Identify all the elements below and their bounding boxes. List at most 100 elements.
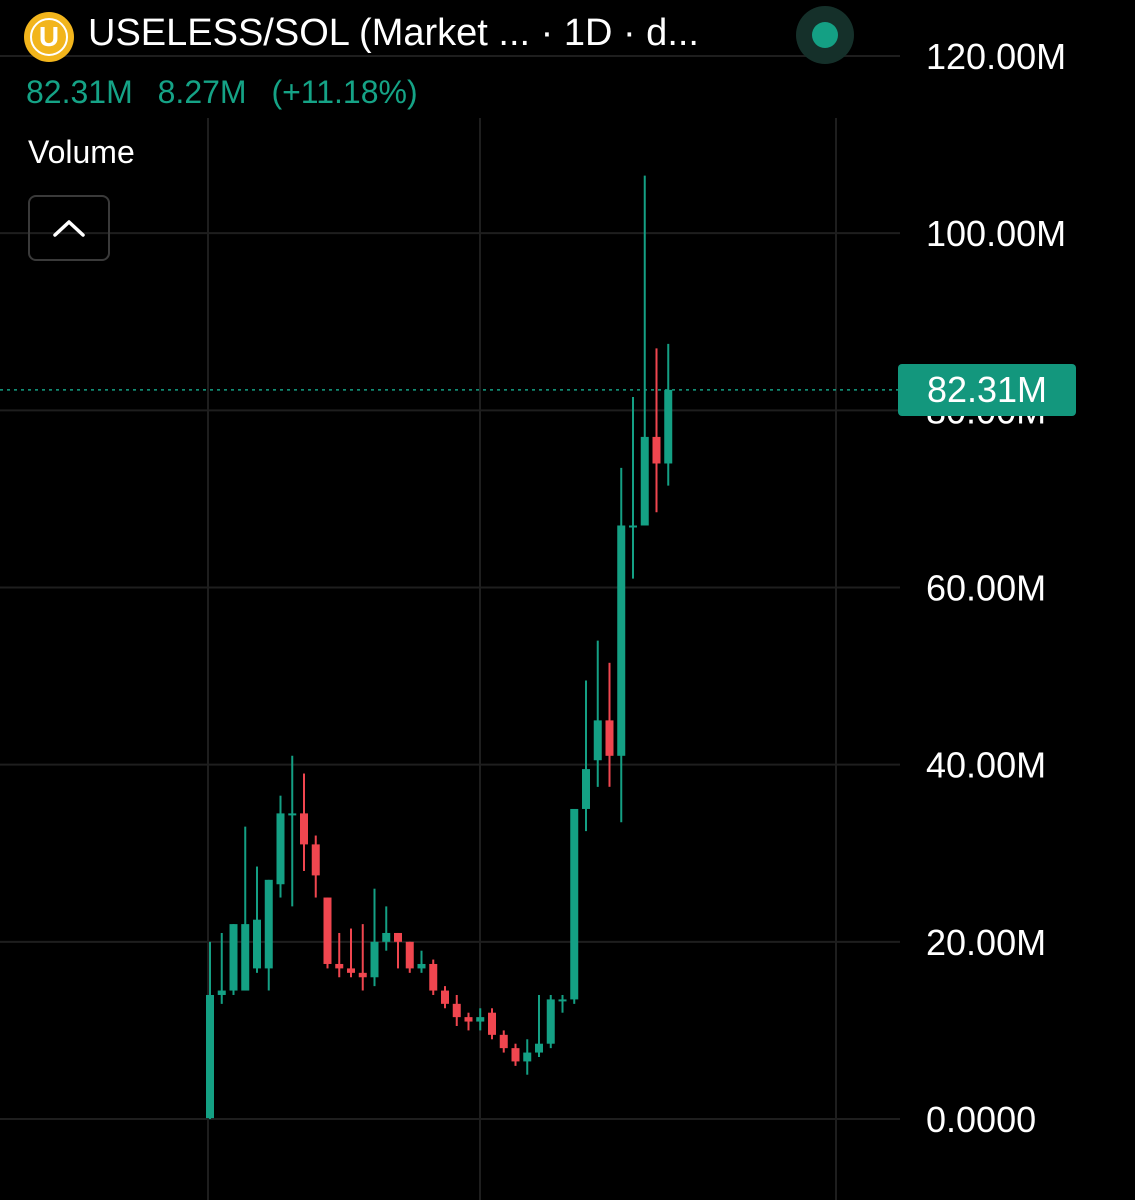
candle[interactable] (441, 986, 449, 1009)
candle[interactable] (558, 994, 567, 1013)
candle-body (499, 1034, 508, 1049)
candle[interactable] (476, 1008, 485, 1031)
y-tick-label: 120.00M (926, 36, 1066, 77)
chevron-up-icon (53, 220, 85, 237)
candle[interactable] (429, 959, 438, 995)
candle-body (323, 897, 332, 964)
candle[interactable] (511, 1043, 520, 1066)
candle[interactable] (617, 467, 626, 823)
candle[interactable] (300, 773, 308, 871)
candle[interactable] (570, 808, 579, 1004)
y-tick-label: 20.00M (926, 922, 1046, 963)
chart-title[interactable]: USELESS/SOL (Market ... · 1D · d... (88, 12, 699, 54)
candle[interactable] (523, 1039, 532, 1075)
candle[interactable] (464, 1012, 473, 1031)
candle[interactable] (241, 826, 250, 991)
candle-body (311, 844, 320, 876)
volume-indicator-label[interactable]: Volume (28, 134, 135, 170)
y-tick-label: 40.00M (926, 745, 1046, 786)
status-dot-icon (812, 22, 838, 48)
candle-body (464, 1017, 473, 1022)
candle-body (405, 941, 414, 969)
candle[interactable] (382, 906, 391, 951)
candle-body (629, 525, 637, 528)
last-value: 82.31M (26, 74, 133, 110)
candle-body (523, 1052, 532, 1062)
candle-body (558, 999, 567, 1002)
y-tick-label: 100.00M (926, 213, 1066, 254)
candle[interactable] (593, 640, 602, 787)
token-logo: U (24, 12, 74, 62)
candle-body (253, 919, 261, 969)
candle[interactable] (276, 795, 285, 898)
collapse-indicators-button[interactable] (28, 195, 110, 261)
candle-body (206, 994, 214, 1119)
candle-body (417, 963, 426, 969)
candle[interactable] (394, 932, 402, 969)
candle-body (288, 813, 297, 816)
candle[interactable] (217, 932, 226, 1004)
y-axis: 120.00M100.00M80.00M60.00M40.00M20.00M0.… (926, 36, 1066, 1140)
candle[interactable] (499, 1030, 508, 1053)
candle-body (511, 1048, 520, 1062)
candle[interactable] (229, 924, 238, 995)
candle-body (593, 720, 602, 761)
candle[interactable] (253, 866, 261, 973)
candle-body (300, 813, 308, 845)
y-tick-label: 0.0000 (926, 1099, 1036, 1140)
candle-body (335, 963, 344, 969)
candle-body (370, 941, 379, 978)
candle[interactable] (335, 932, 344, 978)
candle[interactable] (664, 343, 673, 486)
candle-body (358, 972, 367, 978)
candle-body (382, 932, 391, 942)
candle[interactable] (347, 928, 355, 978)
last-price-tag: 82.31M (898, 363, 1076, 416)
candle[interactable] (605, 662, 614, 787)
candle[interactable] (640, 175, 649, 526)
candle-body (394, 932, 402, 942)
candle-body (617, 525, 626, 756)
candle-body (652, 436, 661, 464)
candle-body (241, 924, 250, 991)
candle-body (488, 1012, 496, 1035)
candle-body (452, 1003, 461, 1018)
token-logo-letter: U (38, 21, 60, 52)
candle[interactable] (488, 1008, 496, 1040)
candle[interactable] (288, 755, 297, 907)
candle-body (476, 1017, 485, 1022)
market-status-indicator[interactable] (796, 6, 854, 64)
candle[interactable] (264, 879, 273, 991)
candle[interactable] (206, 941, 214, 1119)
candle[interactable] (358, 924, 367, 991)
candle-body (570, 808, 579, 1000)
candle[interactable] (452, 994, 461, 1026)
candle[interactable] (405, 941, 414, 973)
grid (0, 55, 900, 1200)
candle-body (441, 990, 449, 1004)
candle-body (640, 436, 649, 526)
candle-body (264, 879, 273, 969)
candle-body (546, 999, 555, 1044)
candle[interactable] (370, 888, 379, 987)
candles (206, 175, 673, 1119)
candle[interactable] (582, 680, 590, 832)
candle-body (347, 968, 355, 973)
candle-body (276, 813, 285, 885)
candle[interactable] (546, 994, 555, 1049)
candle-body (429, 963, 438, 991)
y-tick-label: 60.00M (926, 568, 1046, 609)
candle[interactable] (323, 897, 332, 969)
candle[interactable] (417, 950, 426, 973)
candle[interactable] (311, 835, 320, 898)
candle-body (229, 924, 238, 991)
candle-body (582, 769, 590, 809)
candle[interactable] (535, 994, 543, 1057)
change-percent: (+11.18%) (271, 74, 418, 110)
candle[interactable] (629, 397, 637, 579)
price-summary: 82.31M 8.27M (+11.18%) (26, 74, 434, 111)
candle-body (664, 389, 673, 464)
candle-body (605, 720, 614, 756)
candle[interactable] (652, 348, 661, 513)
